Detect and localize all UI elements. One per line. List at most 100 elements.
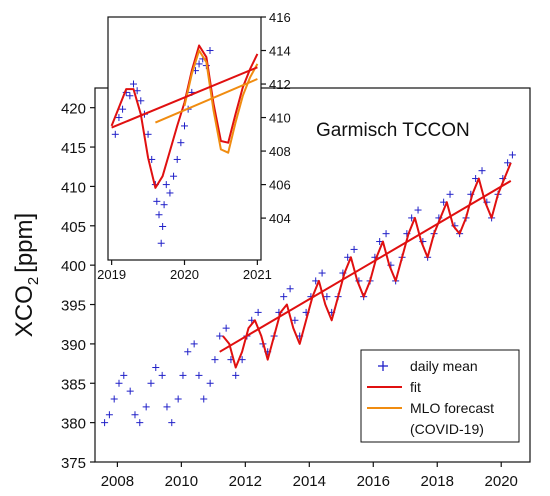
data-point	[184, 348, 192, 356]
y-axis-label: XCO2 [ppm]	[11, 213, 42, 337]
data-point	[350, 245, 358, 253]
data-point	[181, 122, 188, 130]
mlo-forecast-line	[183, 49, 259, 154]
x-tick-label: 2021	[243, 267, 272, 282]
y-tick-label: 404	[269, 211, 291, 226]
data-point	[110, 395, 118, 403]
y-tick-label: 408	[269, 144, 291, 159]
chart-title: Garmisch TCCON	[316, 120, 470, 141]
x-tick-label: 2020	[170, 267, 199, 282]
y-axis-label-main: XCO	[11, 285, 38, 337]
x-tick-label: 2020	[485, 473, 518, 490]
data-point	[105, 411, 113, 419]
x-tick-label: 2014	[293, 473, 326, 490]
data-point	[131, 411, 139, 419]
x-tick-label: 2010	[165, 473, 198, 490]
x-tick-label: 2016	[357, 473, 390, 490]
data-point	[166, 189, 174, 197]
data-point	[130, 80, 137, 88]
y-tick-label: 400	[61, 258, 86, 275]
legend-label-mlo-forecast: MLO forecast	[410, 400, 494, 416]
data-point	[158, 371, 166, 379]
data-point	[119, 105, 127, 113]
data-point	[142, 403, 150, 411]
data-point	[153, 197, 161, 205]
main-plot-area	[101, 151, 516, 427]
inset-plot-area	[110, 44, 259, 247]
data-point	[190, 340, 198, 348]
data-point	[115, 379, 123, 387]
data-point	[155, 211, 163, 219]
main-plot-frame	[94, 87, 531, 463]
data-point	[195, 371, 203, 379]
data-point	[179, 371, 187, 379]
data-point	[200, 395, 208, 403]
y-tick-label: 385	[61, 376, 86, 393]
inset-axes: 2019 2020 2021 404 406 408 410 412 414 416	[97, 10, 291, 282]
data-point	[157, 239, 165, 247]
main-axes: 2008 2010 2012 2014 2016 2018 2020 375 380 385 390…	[61, 101, 518, 490]
fit-trend-line	[111, 66, 258, 129]
data-point	[126, 387, 134, 395]
data-point	[115, 114, 123, 122]
legend-label-covid: (COVID-19)	[410, 421, 484, 437]
data-point	[206, 47, 214, 55]
y-tick-label: 412	[269, 77, 291, 92]
legend-label-daily-mean: daily mean	[410, 358, 478, 374]
y-tick-label: 405	[61, 219, 86, 236]
data-point	[254, 308, 262, 316]
y-tick-label: 375	[61, 455, 86, 472]
data-point	[280, 293, 288, 301]
legend: daily mean fit MLO forecast (COVID-19)	[360, 349, 520, 443]
y-tick-label: 395	[61, 298, 86, 315]
data-point	[163, 403, 171, 411]
y-tick-label: 410	[61, 179, 86, 196]
data-point	[152, 364, 160, 372]
data-point	[177, 139, 185, 147]
legend-marker-daily-mean	[378, 361, 388, 371]
data-point	[232, 371, 240, 379]
y-axis-label-unit: [ppm]	[11, 213, 38, 273]
y-tick-label: 406	[269, 178, 291, 193]
x-tick-label: 2019	[97, 267, 126, 282]
legend-box	[360, 349, 520, 443]
data-point	[174, 395, 182, 403]
data-point	[286, 285, 294, 293]
data-point	[101, 419, 109, 427]
data-point	[147, 379, 155, 387]
y-tick-label: 410	[269, 111, 291, 126]
legend-label-fit: fit	[410, 379, 421, 395]
y-tick-label: 390	[61, 337, 86, 354]
data-point	[111, 130, 119, 138]
data-point	[222, 324, 230, 332]
y-tick-label: 414	[269, 44, 291, 59]
data-point	[168, 419, 176, 427]
data-point	[170, 172, 178, 180]
data-point	[173, 155, 181, 163]
y-tick-label: 380	[61, 416, 86, 433]
x-tick-label: 2008	[101, 473, 134, 490]
data-point	[382, 230, 390, 238]
data-point	[126, 92, 134, 100]
y-tick-label: 416	[269, 10, 291, 25]
data-point	[478, 167, 486, 175]
y-tick-label: 415	[61, 140, 86, 157]
data-point	[195, 60, 203, 68]
data-point	[216, 332, 224, 340]
data-point	[120, 371, 128, 379]
data-point	[291, 316, 299, 324]
data-point	[144, 130, 152, 138]
data-point	[446, 190, 454, 198]
data-point	[162, 181, 170, 189]
data-point	[206, 379, 214, 387]
data-point	[211, 356, 219, 364]
data-point	[414, 206, 422, 214]
x-tick-label: 2018	[421, 473, 454, 490]
x-tick-label: 2012	[229, 473, 262, 490]
fit-line	[222, 162, 512, 369]
y-axis-label-subscript: 2	[25, 277, 42, 285]
mlo-forecast-trend-line	[155, 78, 258, 124]
data-point	[159, 222, 167, 230]
data-point	[318, 269, 326, 277]
